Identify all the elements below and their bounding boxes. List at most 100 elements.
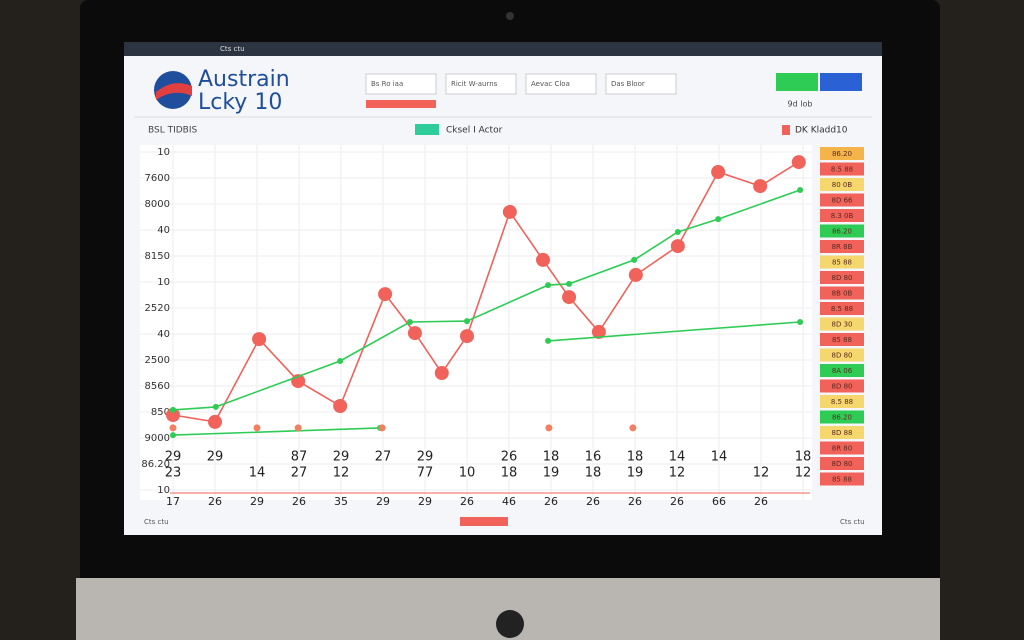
- point: [212, 403, 219, 410]
- badge-label: 8D 88: [832, 429, 853, 437]
- x-tick-label: 12: [333, 466, 350, 481]
- footer-label: Cts ctu: [144, 518, 169, 526]
- badge[interactable]: [820, 348, 864, 362]
- x-tick-label: 26: [628, 495, 642, 508]
- x-tick-label: 12: [753, 466, 770, 481]
- badge[interactable]: [820, 193, 864, 207]
- y-axis-label: 2500: [145, 355, 170, 366]
- x-tick-label: 14: [249, 466, 266, 481]
- badge-label: 8D 80: [832, 274, 853, 282]
- y-axis-label: 40: [157, 225, 170, 236]
- point: [337, 358, 344, 364]
- badge[interactable]: [820, 472, 864, 486]
- y-axis-label: 7600: [145, 173, 170, 184]
- badge[interactable]: [820, 240, 864, 253]
- point: [502, 204, 517, 219]
- badge-label: 8.5 88: [831, 166, 853, 174]
- series-line: [172, 321, 801, 436]
- badge[interactable]: [820, 162, 864, 176]
- point: [674, 229, 681, 235]
- point: [333, 399, 348, 413]
- y-axis-label: 10: [157, 485, 170, 496]
- badge-label: 8D 30: [832, 321, 853, 329]
- x-tick-label: 19: [543, 466, 560, 481]
- x-tick-label: 77: [417, 466, 434, 481]
- badge[interactable]: [820, 441, 864, 455]
- badge[interactable]: [820, 224, 864, 238]
- toolbar-chip[interactable]: [782, 125, 790, 135]
- y-axis-label: 8560: [145, 381, 170, 392]
- footer-label: Cts ctu: [840, 518, 865, 526]
- y-axis-label: 40: [157, 329, 170, 340]
- badge[interactable]: [820, 457, 864, 470]
- badge[interactable]: [820, 410, 864, 424]
- point: [460, 329, 474, 344]
- x-tick-label: 12: [669, 466, 686, 481]
- x-tick-label: 14: [711, 450, 728, 465]
- badge-label: 8.3 0B: [831, 212, 854, 220]
- point: [378, 287, 393, 302]
- point: [715, 216, 722, 223]
- toolbar-label: DK Kladd10: [795, 126, 848, 136]
- badge[interactable]: [820, 364, 864, 377]
- badge[interactable]: [820, 209, 864, 222]
- nav-box[interactable]: [365, 73, 437, 95]
- badge[interactable]: [820, 178, 864, 191]
- x-tick-label: 10: [459, 466, 476, 481]
- badge[interactable]: [820, 286, 864, 300]
- badge[interactable]: [820, 255, 864, 269]
- badge-label: 86.20: [832, 414, 852, 422]
- badge[interactable]: [820, 302, 864, 315]
- point: [753, 179, 768, 194]
- x-tick-label: 18: [795, 450, 812, 465]
- x-tick-label: 29: [250, 495, 264, 508]
- badge[interactable]: [820, 333, 864, 346]
- badge-label: 8D 66: [832, 197, 854, 205]
- y-axis-label: 8000: [145, 199, 170, 210]
- badge[interactable]: [820, 317, 864, 331]
- badge[interactable]: [820, 379, 864, 393]
- badge[interactable]: [820, 271, 864, 284]
- x-tick-label: 29: [417, 450, 434, 465]
- x-tick-label: 29: [207, 450, 224, 465]
- x-tick-label: 19: [627, 466, 644, 481]
- marker-dot: [294, 424, 302, 432]
- x-tick-label: 26: [208, 495, 222, 508]
- nav-box[interactable]: [525, 73, 597, 95]
- x-tick-label: 12: [795, 466, 812, 481]
- nav-box[interactable]: [445, 73, 517, 95]
- y-axis-label: 10: [157, 147, 170, 158]
- camera: [506, 12, 514, 20]
- badge[interactable]: [820, 426, 864, 439]
- toolbar-label: BSL TIDBIS: [148, 126, 198, 136]
- badge[interactable]: [820, 395, 864, 408]
- plot-area: [140, 145, 812, 500]
- button[interactable]: [776, 73, 818, 91]
- x-tick-label: 27: [291, 466, 308, 481]
- x-tick-label: 17: [166, 495, 180, 508]
- x-tick-label: 18: [543, 450, 560, 465]
- tab-label: Cts ctu: [220, 45, 245, 53]
- point: [791, 155, 806, 170]
- point: [591, 324, 606, 339]
- point: [545, 282, 552, 289]
- logo-mark: [496, 610, 524, 638]
- toolbar-chip[interactable]: [415, 124, 439, 135]
- marker-dot: [253, 424, 261, 432]
- x-tick-label: 46: [502, 495, 516, 508]
- point: [631, 256, 638, 263]
- x-tick-label: 16: [585, 450, 602, 465]
- x-tick-label: 26: [544, 495, 558, 508]
- badge-label: 8D 80: [832, 383, 853, 391]
- y-axis-label: 9000: [145, 433, 170, 444]
- point: [464, 318, 470, 325]
- x-tick-label: 26: [586, 495, 600, 508]
- badge-label: 86.20: [832, 150, 852, 158]
- x-tick-label: 26: [754, 495, 768, 508]
- badge-label: 8A 06: [832, 367, 853, 375]
- badge[interactable]: [820, 147, 864, 160]
- button[interactable]: [820, 73, 862, 91]
- nav-box[interactable]: [605, 73, 677, 95]
